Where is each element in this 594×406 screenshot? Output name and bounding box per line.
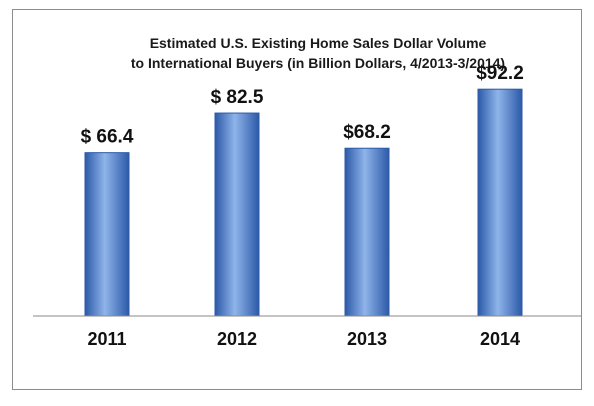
category-label-2014: 2014 bbox=[480, 329, 520, 349]
bars bbox=[84, 88, 523, 317]
bar-2013 bbox=[344, 147, 390, 317]
chart-frame: Estimated U.S. Existing Home Sales Dolla… bbox=[12, 9, 582, 390]
value-label-2014: $92.2 bbox=[476, 63, 524, 84]
bar-chart: Estimated U.S. Existing Home Sales Dolla… bbox=[33, 35, 581, 349]
category-label-2013: 2013 bbox=[347, 329, 387, 349]
labels: $ 66.4 2011 $ 82.5 2012 $68.2 2013 $92.2 2014 bbox=[81, 63, 524, 349]
bar-2014 bbox=[477, 88, 523, 317]
chart-title: Estimated U.S. Existing Home Sales Dolla… bbox=[150, 35, 487, 51]
chart-subtitle: to International Buyers (in Billion Doll… bbox=[131, 55, 505, 71]
bar-2012 bbox=[214, 112, 260, 317]
value-label-2013: $68.2 bbox=[343, 122, 391, 143]
category-label-2012: 2012 bbox=[217, 329, 257, 349]
value-label-2012: $ 82.5 bbox=[211, 87, 264, 108]
value-label-2011: $ 66.4 bbox=[81, 127, 134, 148]
category-label-2011: 2011 bbox=[87, 329, 126, 349]
bar-2011 bbox=[84, 152, 130, 317]
